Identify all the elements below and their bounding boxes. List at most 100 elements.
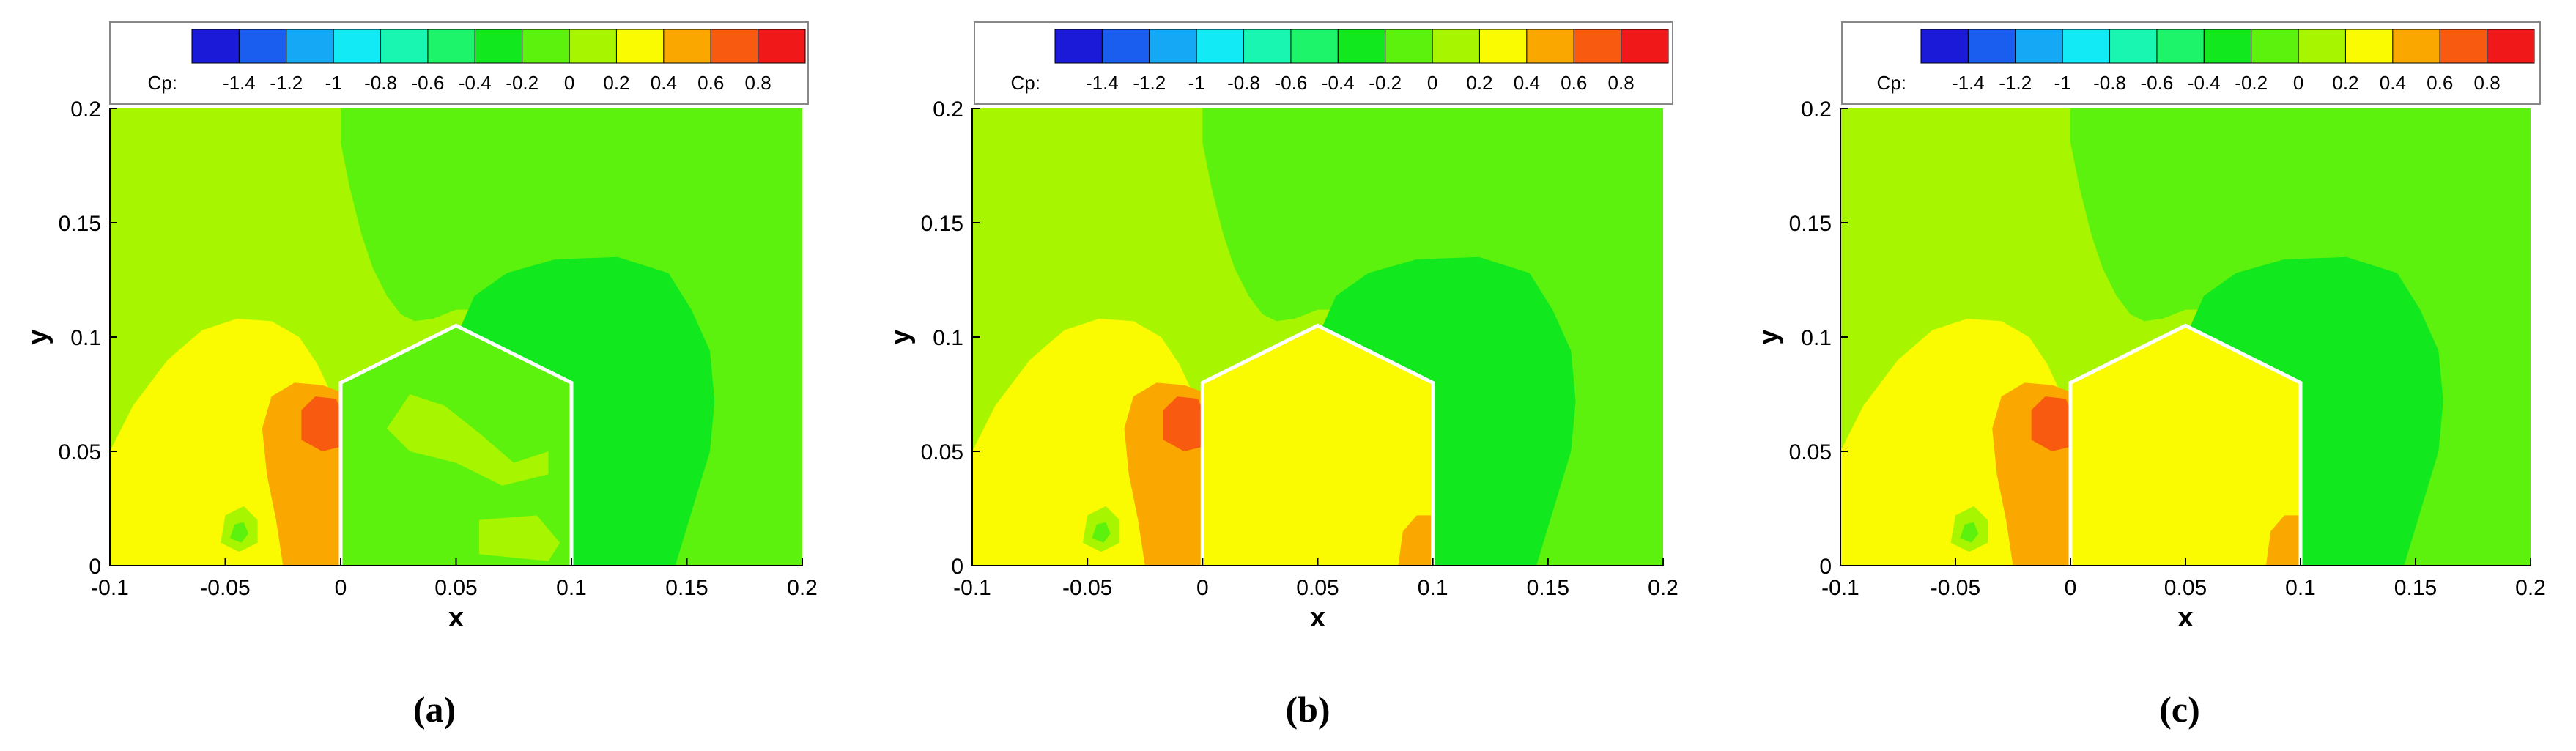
colorbar-tick-label: -0.8: [364, 72, 397, 94]
y-tick-label: 0.15: [1789, 212, 1832, 236]
colorbar-tick-label: -0.6: [2141, 72, 2174, 94]
colorbar-swatch: [1290, 29, 1339, 64]
colorbar-label: Cp:: [1011, 72, 1040, 94]
panel-label: (a): [413, 689, 456, 730]
colorbar-tick-label: 0: [1427, 72, 1437, 94]
colorbar-swatch: [474, 29, 523, 64]
colorbar-swatch: [2062, 29, 2111, 64]
y-tick-label: 0: [951, 555, 963, 579]
colorbar-swatch: [1432, 29, 1480, 64]
colorbar-swatch: [1243, 29, 1292, 64]
colorbar-swatch: [1337, 29, 1386, 64]
colorbar-swatch: [2015, 29, 2063, 64]
contour-region-cp-0.8: [2031, 396, 2070, 451]
x-tick-label: 0.15: [665, 576, 708, 600]
colorbar-tick-label: -0.2: [2235, 72, 2268, 94]
colorbar-swatch: [2156, 29, 2205, 64]
colorbar-swatch: [1385, 29, 1433, 64]
colorbar-tick-label: -0.4: [1322, 72, 1355, 94]
colorbar-swatch: [522, 29, 570, 64]
colorbar-legend: Cp: -1.4 -1.2 -1 -0.8 -0.6 -0.4 -0.2 0 0.2 0.4 0.6 0…: [1841, 21, 2541, 105]
y-tick-label: 0.2: [933, 97, 963, 122]
colorbar-tick-label: -0.8: [1227, 72, 1260, 94]
colorbar-swatch: [569, 29, 617, 64]
y-tick-label: 0: [1819, 555, 1832, 579]
colorbar-swatch: [2392, 29, 2440, 64]
colorbar-tick-label: 0.6: [1561, 72, 1587, 94]
colorbar-tick-label: 0.8: [745, 72, 771, 94]
colorbar-swatch: [1196, 29, 1245, 64]
colorbar-tick-label: -1.2: [270, 72, 303, 94]
x-axis-title: x: [2177, 602, 2193, 633]
y-tick-label: 0.2: [1801, 97, 1832, 122]
y-tick-label: 0.15: [59, 212, 101, 236]
y-tick-label: 0: [89, 555, 101, 579]
colorbar-tick-label: -0.2: [1369, 72, 1402, 94]
colorbar-swatch: [238, 29, 287, 64]
colorbar-tick-label: -0.6: [1275, 72, 1308, 94]
chart-panel-c: -0.1 -0.05 0 0.05 0.1 0.15 0.2 0 0.05 0.1 0.15 0.2 x…: [1753, 21, 2546, 730]
colorbar-tick-label: -0.8: [2093, 72, 2126, 94]
colorbar-swatch: [1526, 29, 1574, 64]
colorbar-swatch: [1967, 29, 2016, 64]
x-tick-label: -0.1: [91, 576, 129, 600]
y-tick-label: 0.05: [59, 440, 101, 465]
contour-region-cp-0-low: [229, 522, 248, 543]
colorbar-swatch: [2109, 29, 2158, 64]
contour-region-cp-0.8: [301, 396, 341, 451]
colorbar-tick-label: 0: [564, 72, 574, 94]
x-tick-label: 0: [2065, 576, 2077, 600]
colorbar-tick-label: 0.2: [1466, 72, 1492, 94]
colorbar-tick-label: -1: [2054, 72, 2071, 94]
colorbar-swatch: [2439, 29, 2488, 64]
x-tick-label: 0.15: [1527, 576, 1569, 600]
colorbar-tick-label: 0.6: [2427, 72, 2453, 94]
contour-region-cp-0.8: [1163, 396, 1203, 451]
colorbar-tick-label: 0.4: [2380, 72, 2406, 94]
contour-field: [972, 108, 1663, 566]
x-tick-label: -0.05: [200, 576, 250, 600]
colorbar-swatch: [1621, 29, 1669, 64]
x-tick-label: 0.2: [787, 576, 818, 600]
contour-region-cp-0: [1202, 108, 1663, 322]
x-tick-label: -0.05: [1931, 576, 1980, 600]
x-tick-label: 0.05: [434, 576, 477, 600]
building-corner-contour: [2265, 515, 2301, 566]
colorbar-tick-label: -0.2: [506, 72, 538, 94]
x-tick-label: -0.1: [953, 576, 991, 600]
colorbar-tick-label: 0.4: [1514, 72, 1540, 94]
x-tick-label: 0: [335, 576, 347, 600]
y-axis-title: y: [1753, 329, 1784, 344]
building-interior: [2070, 325, 2301, 566]
colorbar-swatch: [615, 29, 665, 64]
colorbar-swatch: [1054, 29, 1103, 64]
colorbar-tick-label: -1.4: [223, 72, 256, 94]
colorbar-swatch: [427, 29, 475, 64]
building-inner-contour-low: [479, 515, 560, 561]
colorbar-label: Cp:: [148, 72, 177, 94]
colorbar-swatch: [380, 29, 429, 64]
x-axis-title: x: [448, 602, 464, 633]
y-tick-label: 0.05: [921, 440, 963, 465]
x-tick-label: 0.1: [556, 576, 587, 600]
y-axis-title: y: [885, 329, 916, 344]
y-tick-label: 0.1: [933, 326, 963, 350]
x-tick-label: -0.05: [1062, 576, 1112, 600]
building-inner-contour: [387, 394, 549, 486]
building-outline: [1200, 323, 1435, 566]
colorbar-tick-label: -0.6: [412, 72, 445, 94]
colorbar-swatch: [2203, 29, 2252, 64]
x-tick-label: 0.05: [2164, 576, 2207, 600]
x-tick-label: 0: [1196, 576, 1209, 600]
y-tick-label: 0.15: [921, 212, 963, 236]
colorbar-swatch: [1101, 29, 1150, 64]
building-outline: [2068, 323, 2303, 566]
x-tick-label: 0.1: [2285, 576, 2316, 600]
contour-region-cp-neg0.2: [456, 256, 715, 566]
colorbar-tick-label: 0.6: [697, 72, 724, 94]
chart-panel-a: -0.1 -0.05 0 0.05 0.1 0.15 0.2 0 0.05 0.1 0.15 0.2 x…: [23, 21, 818, 730]
colorbar-tick-label: -1.2: [1999, 72, 2032, 94]
y-tick-label: 0.05: [1789, 440, 1832, 465]
